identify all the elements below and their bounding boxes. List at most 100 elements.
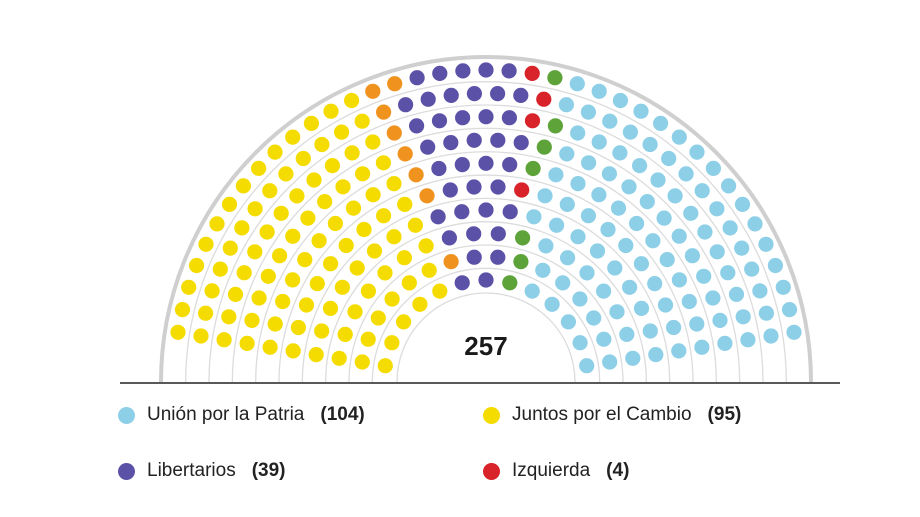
seat — [581, 155, 597, 171]
seat — [559, 196, 575, 212]
seat — [198, 236, 214, 252]
seat — [535, 262, 551, 278]
seat — [384, 335, 400, 351]
seat — [513, 135, 529, 151]
seat — [295, 150, 311, 167]
seat — [747, 216, 763, 232]
seat — [596, 331, 612, 347]
seat — [432, 65, 448, 81]
seat — [285, 129, 301, 145]
seat — [694, 339, 710, 355]
seat — [501, 110, 517, 126]
seat — [360, 331, 376, 347]
row-arc — [278, 174, 694, 383]
row-arc — [301, 197, 671, 383]
seat — [642, 136, 658, 153]
row-arc — [396, 292, 576, 383]
seat — [251, 160, 267, 176]
seat — [696, 268, 712, 284]
seat — [344, 145, 360, 161]
seat — [408, 167, 424, 183]
seat — [621, 179, 637, 195]
total-seats-label: 257 — [464, 331, 507, 361]
legend-item-union-por-la-patria: Unión por la Patria (104) — [118, 404, 365, 426]
seat — [671, 228, 687, 244]
seat — [612, 145, 628, 161]
seat — [659, 252, 675, 268]
seat — [622, 279, 638, 295]
seat — [418, 238, 434, 254]
legend-item-libertarios: Libertarios (39) — [118, 460, 286, 482]
seat — [502, 275, 518, 291]
seat — [524, 65, 540, 81]
seat — [609, 304, 625, 320]
seat — [397, 196, 413, 212]
seat — [386, 176, 402, 192]
seat — [443, 254, 459, 270]
seat — [314, 323, 330, 339]
seat — [297, 252, 313, 268]
seat — [420, 91, 436, 107]
seat — [555, 275, 571, 291]
seat — [478, 202, 494, 218]
seat — [601, 166, 618, 182]
parliament-chart: 257 — [120, 55, 840, 384]
seat — [221, 196, 238, 212]
seat — [272, 248, 288, 264]
seat — [311, 233, 327, 249]
row-arc — [185, 81, 787, 383]
seat — [633, 256, 650, 272]
seat — [396, 314, 412, 330]
seat — [466, 86, 482, 102]
seat — [384, 291, 400, 307]
seat — [560, 250, 576, 266]
seat — [247, 201, 263, 217]
seat — [547, 118, 564, 134]
seat — [375, 155, 391, 171]
seat — [572, 291, 588, 307]
seat — [421, 262, 437, 278]
seat — [767, 257, 784, 274]
seat — [322, 300, 339, 316]
seat — [645, 233, 661, 249]
seat — [349, 260, 365, 276]
seat — [466, 132, 482, 148]
seat — [689, 316, 705, 332]
seat — [454, 275, 470, 291]
seat — [221, 309, 237, 325]
legend-swatch — [483, 406, 500, 424]
seat — [466, 249, 482, 265]
seat — [397, 146, 413, 162]
legend: Unión por la Patria (104) Juntos por el … — [118, 404, 838, 504]
legend-count: (104) — [320, 404, 365, 425]
seat — [323, 103, 339, 119]
seat — [432, 283, 448, 299]
seat — [204, 283, 220, 299]
seat — [610, 200, 627, 216]
seat — [661, 150, 677, 167]
seat — [354, 113, 370, 129]
seat — [618, 237, 634, 254]
seat — [705, 160, 722, 176]
seat — [222, 240, 238, 256]
seat — [544, 296, 560, 312]
seat — [409, 70, 425, 86]
seat — [720, 265, 736, 281]
seat — [376, 104, 392, 120]
seat — [420, 139, 436, 155]
seat — [570, 125, 586, 141]
seat — [536, 139, 552, 155]
seat — [262, 183, 278, 199]
seat — [324, 158, 340, 174]
seat — [189, 257, 205, 274]
row-arc — [371, 267, 601, 383]
seat — [758, 236, 774, 252]
seat — [355, 166, 371, 182]
legend-label: Unión por la Patria — [147, 404, 305, 425]
seat — [629, 215, 645, 232]
seat — [334, 279, 350, 295]
seat — [490, 86, 506, 102]
seat — [337, 326, 353, 342]
seat — [409, 118, 425, 134]
seat — [666, 319, 682, 336]
